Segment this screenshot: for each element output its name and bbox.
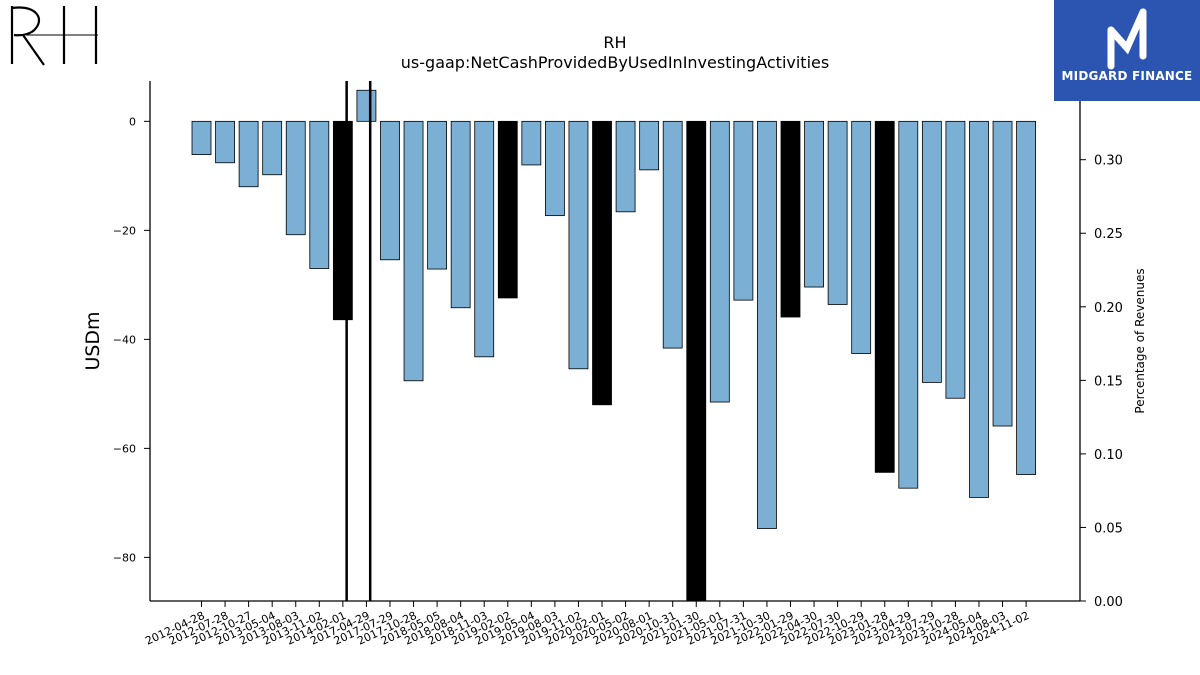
bar-2019-02-02 [497, 120, 518, 299]
bar-2024-05-04 [969, 120, 989, 498]
bar-2019-11-02 [568, 120, 589, 370]
bar-2021-05-01 [709, 120, 730, 403]
y2-tick-label: 0.30 [1094, 154, 1123, 169]
vertical-markers-group [345, 81, 372, 601]
bar-2022-10-29 [851, 120, 872, 354]
publisher-name: MIDGARD FINANCE [1061, 69, 1193, 83]
bar-2022-01-29 [780, 120, 801, 318]
bar-2014-02-01 [332, 120, 353, 321]
bar-2024-08-03 [992, 120, 1013, 427]
midgard-finance-logo: MIDGARD FINANCE [1054, 0, 1200, 101]
bar-2023-01-28 [874, 120, 895, 473]
y-tick-label: −60 [113, 442, 136, 455]
axes-group: 0 −20 −40 −60 −80 0.00 0.05 0.10 0.15 0.20 0.25 0.3… [113, 80, 1123, 648]
bar-2013-11-02 [309, 120, 330, 269]
bar-2017-04-29 [356, 89, 377, 122]
y2-tick-label: 0.05 [1094, 521, 1123, 536]
bar-2020-08-01 [639, 120, 660, 171]
y2-tick-label: 0.10 [1094, 448, 1123, 463]
rh-logo [6, 4, 102, 68]
bar-2018-08-04 [450, 120, 471, 309]
y2-axis-label: Percentage of Revenues [1133, 268, 1147, 413]
bar-2012-10-27 [238, 120, 259, 188]
bar-2022-07-30 [827, 120, 848, 305]
y2-tick-label: 0.20 [1094, 301, 1123, 316]
bar-2024-11-02 [1016, 120, 1036, 475]
bar-2019-05-04 [521, 120, 542, 166]
bar-2013-08-03 [285, 120, 306, 236]
y-tick-label: −40 [113, 333, 136, 346]
bar-2021-07-31 [733, 120, 754, 301]
bar-2022-04-30 [804, 120, 824, 288]
bar-2018-11-03 [474, 120, 495, 358]
y-tick-label: 0 [129, 115, 136, 128]
bars-group [191, 89, 1036, 602]
bar-2023-07-29 [921, 120, 942, 383]
y2-tick-label: 0.25 [1094, 227, 1123, 242]
bar-2012-07-28 [215, 120, 235, 164]
bar-2013-05-04 [262, 120, 283, 176]
y2-tick-label: 0.15 [1094, 374, 1123, 389]
bar-2023-04-29 [898, 120, 919, 489]
y2-tick-label: 0.00 [1094, 595, 1123, 610]
y-tick-label: −80 [113, 551, 136, 564]
bar-2020-05-02 [615, 120, 636, 213]
bar-2021-10-30 [757, 120, 777, 529]
y-axis-label: USDm [82, 311, 104, 370]
rh-logo-mark [10, 6, 98, 66]
bar-2018-05-05 [427, 120, 448, 270]
bar-2023-10-28 [945, 120, 966, 399]
chart-title: RH [603, 33, 626, 52]
bar-2020-02-01 [592, 120, 612, 406]
bar-2017-07-29 [380, 120, 400, 261]
bar-2019-08-03 [545, 120, 565, 217]
bar-2017-10-28 [403, 120, 424, 382]
bar-2012-04-28 [191, 120, 212, 155]
chart-subtitle: us-gaap:NetCashProvidedByUsedInInvesting… [401, 53, 829, 72]
bar-2021-01-30 [686, 120, 707, 602]
bar-2020-10-31 [662, 120, 683, 349]
midgard-m-icon [1107, 8, 1147, 70]
y-tick-label: −20 [113, 224, 136, 237]
